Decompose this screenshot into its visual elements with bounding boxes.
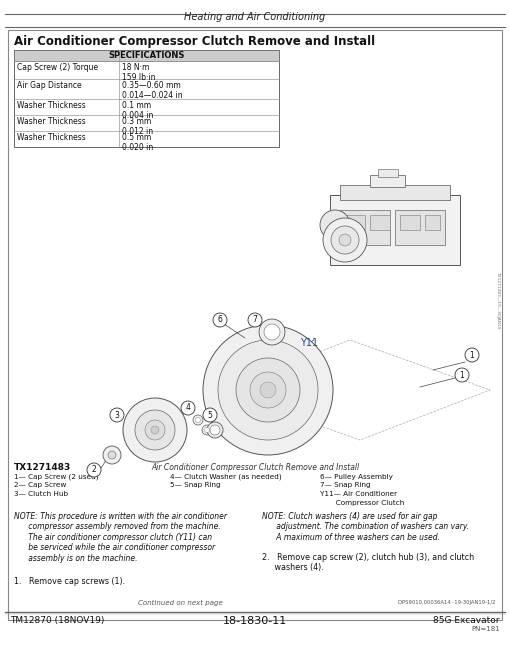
Text: Cap Screw (2) Torque: Cap Screw (2) Torque xyxy=(17,63,98,72)
Text: Washer Thickness: Washer Thickness xyxy=(17,133,86,142)
Text: TM12870 (18NOV19): TM12870 (18NOV19) xyxy=(10,616,104,625)
Circle shape xyxy=(181,401,194,415)
Text: Washer Thickness: Washer Thickness xyxy=(17,117,86,126)
Text: NOTE: This procedure is written with the air conditioner
      compressor assemb: NOTE: This procedure is written with the… xyxy=(14,512,227,562)
Circle shape xyxy=(87,463,101,477)
Text: Washer Thickness: Washer Thickness xyxy=(17,101,86,110)
Circle shape xyxy=(264,324,279,340)
Bar xyxy=(369,215,389,230)
Text: 6: 6 xyxy=(217,315,222,325)
Bar xyxy=(14,50,278,61)
Text: 18 N·m
159 lb·in: 18 N·m 159 lb·in xyxy=(122,63,155,82)
Bar xyxy=(377,169,397,177)
Text: TX1271483—19—30JAN19: TX1271483—19—30JAN19 xyxy=(495,271,499,328)
Circle shape xyxy=(247,313,262,327)
Circle shape xyxy=(259,319,285,345)
Bar xyxy=(424,215,439,230)
Text: 5— Snap Ring: 5— Snap Ring xyxy=(169,482,220,489)
Bar xyxy=(394,210,444,245)
Text: 1— Cap Screw (2 used): 1— Cap Screw (2 used) xyxy=(14,474,98,480)
Circle shape xyxy=(204,428,209,432)
Circle shape xyxy=(210,425,219,435)
Bar xyxy=(340,210,389,245)
Circle shape xyxy=(260,382,275,398)
Circle shape xyxy=(202,425,212,435)
Text: Air Gap Distance: Air Gap Distance xyxy=(17,81,81,90)
Text: 0.5 mm
0.020 in: 0.5 mm 0.020 in xyxy=(122,133,153,152)
Circle shape xyxy=(213,313,227,327)
Bar xyxy=(8,30,501,620)
Text: Air Conditioner Compressor Clutch Remove and Install: Air Conditioner Compressor Clutch Remove… xyxy=(151,463,358,472)
Bar xyxy=(14,50,278,147)
Text: DPS9010.00036A14 -19-30JAN19-1/2: DPS9010.00036A14 -19-30JAN19-1/2 xyxy=(398,600,495,605)
Bar xyxy=(344,215,364,230)
Text: TX1271483: TX1271483 xyxy=(14,463,71,472)
Circle shape xyxy=(135,410,175,450)
Bar xyxy=(329,230,340,250)
Text: 1: 1 xyxy=(459,371,464,380)
Circle shape xyxy=(249,372,286,408)
Text: 6— Pulley Assembly: 6— Pulley Assembly xyxy=(319,474,392,480)
Text: 2— Cap Screw: 2— Cap Screw xyxy=(14,482,66,489)
Circle shape xyxy=(236,358,299,422)
Text: Continued on next page: Continued on next page xyxy=(137,600,222,606)
Text: 0.1 mm
0.004 in: 0.1 mm 0.004 in xyxy=(122,101,153,120)
Circle shape xyxy=(123,398,187,462)
Text: 1: 1 xyxy=(469,350,473,359)
Bar xyxy=(329,195,459,265)
Text: 2.   Remove cap screw (2), clutch hub (3), and clutch
     washers (4).: 2. Remove cap screw (2), clutch hub (3),… xyxy=(262,553,473,572)
Bar xyxy=(399,215,419,230)
Text: 7: 7 xyxy=(252,315,257,325)
Text: SPECIFICATIONS: SPECIFICATIONS xyxy=(108,51,184,60)
Circle shape xyxy=(330,226,358,254)
Text: 85G Excavator: 85G Excavator xyxy=(433,616,499,625)
Bar xyxy=(340,185,449,200)
Circle shape xyxy=(192,415,203,425)
Circle shape xyxy=(338,234,350,246)
Text: 3— Clutch Hub: 3— Clutch Hub xyxy=(14,491,68,497)
Circle shape xyxy=(195,417,200,422)
Circle shape xyxy=(203,408,216,422)
Circle shape xyxy=(454,368,468,382)
Circle shape xyxy=(110,408,124,422)
Circle shape xyxy=(322,218,366,262)
Circle shape xyxy=(103,446,121,464)
Text: Y11: Y11 xyxy=(299,338,318,348)
Text: 7— Snap Ring: 7— Snap Ring xyxy=(319,482,370,489)
Text: PN=181: PN=181 xyxy=(470,626,499,632)
Text: Heating and Air Conditioning: Heating and Air Conditioning xyxy=(184,12,325,22)
Circle shape xyxy=(108,451,116,459)
Text: 4— Clutch Washer (as needed): 4— Clutch Washer (as needed) xyxy=(169,474,281,480)
Text: Compressor Clutch: Compressor Clutch xyxy=(319,499,404,505)
Text: Y11— Air Conditioner: Y11— Air Conditioner xyxy=(319,491,397,497)
Circle shape xyxy=(207,422,222,438)
Text: 5: 5 xyxy=(207,411,212,420)
Text: 18-1830-11: 18-1830-11 xyxy=(222,616,287,626)
Circle shape xyxy=(464,348,478,362)
Circle shape xyxy=(145,420,165,440)
Bar xyxy=(369,175,404,187)
Text: 2: 2 xyxy=(92,466,96,474)
Circle shape xyxy=(151,426,159,434)
Text: 0.3 mm
0.012 in: 0.3 mm 0.012 in xyxy=(122,117,153,137)
Text: 4: 4 xyxy=(185,403,190,413)
Text: 0.35—0.60 mm
0.014—0.024 in: 0.35—0.60 mm 0.014—0.024 in xyxy=(122,81,182,101)
Circle shape xyxy=(203,325,332,455)
Circle shape xyxy=(217,340,318,440)
Text: Air Conditioner Compressor Clutch Remove and Install: Air Conditioner Compressor Clutch Remove… xyxy=(14,35,375,48)
Circle shape xyxy=(319,210,349,240)
Text: 3: 3 xyxy=(115,411,119,420)
Text: 1.   Remove cap screws (1).: 1. Remove cap screws (1). xyxy=(14,577,125,586)
Text: NOTE: Clutch washers (4) are used for air gap
      adjustment. The combination : NOTE: Clutch washers (4) are used for ai… xyxy=(262,512,468,542)
